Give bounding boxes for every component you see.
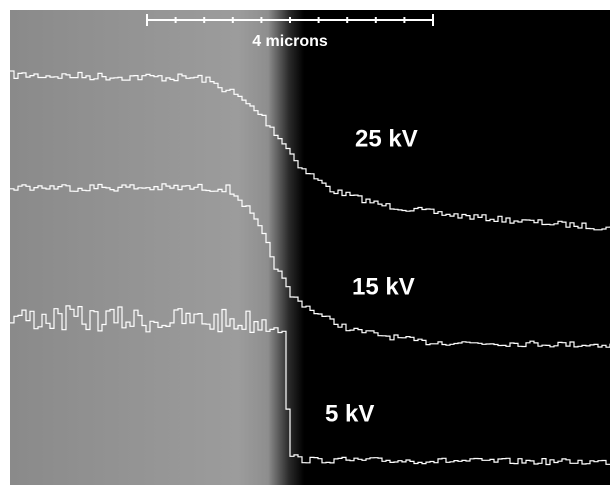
page: 4 microns 25 kV 15 kV 5 kV (() => { cons… bbox=[0, 0, 610, 485]
sample-image bbox=[10, 10, 610, 485]
profile-label: 5 kV bbox=[325, 400, 374, 427]
scale-label: 4 microns bbox=[252, 33, 328, 50]
micrograph: 4 microns 25 kV 15 kV 5 kV bbox=[0, 0, 610, 485]
profile-label: 25 kV bbox=[355, 125, 418, 152]
profile-label: 15 kV bbox=[352, 273, 415, 300]
